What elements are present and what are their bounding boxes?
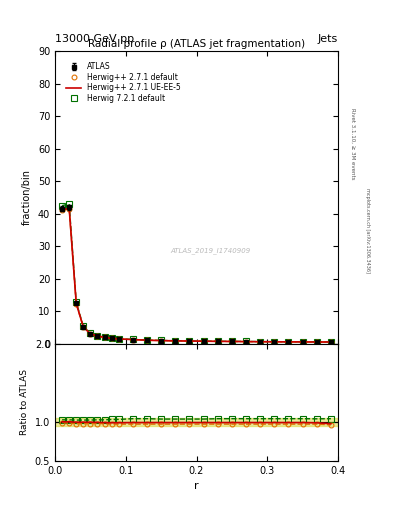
Herwig++ 2.7.1 UE-EE-5 (230, 338, 234, 345)
Herwig++ 2.7.1 default (109, 335, 114, 342)
Herwig++ 2.7.1 UE-EE-5 (145, 337, 149, 344)
Herwig++ 2.7.1 UE-EE-5 (215, 338, 220, 345)
Line: Herwig++ 2.7.1 UE-EE-5: Herwig++ 2.7.1 UE-EE-5 (62, 208, 331, 342)
Herwig 7.2.1 default (88, 330, 93, 336)
Herwig++ 2.7.1 default (74, 301, 79, 307)
Herwig++ 2.7.1 UE-EE-5 (116, 336, 121, 342)
Herwig++ 2.7.1 default (300, 339, 305, 345)
Herwig++ 2.7.1 default (88, 331, 93, 337)
Herwig++ 2.7.1 UE-EE-5 (314, 339, 319, 345)
Herwig++ 2.7.1 default (286, 339, 291, 345)
Herwig 7.2.1 default (314, 339, 319, 345)
Title: Radial profile ρ (ATLAS jet fragmentation): Radial profile ρ (ATLAS jet fragmentatio… (88, 39, 305, 49)
Herwig++ 2.7.1 UE-EE-5 (286, 339, 291, 345)
Herwig++ 2.7.1 default (102, 334, 107, 340)
Herwig++ 2.7.1 default (116, 336, 121, 342)
Herwig 7.2.1 default (95, 333, 100, 339)
Herwig++ 2.7.1 UE-EE-5 (88, 331, 93, 337)
Herwig++ 2.7.1 default (60, 207, 64, 214)
Text: Rivet 3.1.10, ≥ 3M events: Rivet 3.1.10, ≥ 3M events (350, 108, 355, 179)
Herwig++ 2.7.1 default (95, 333, 100, 339)
Herwig++ 2.7.1 default (201, 338, 206, 344)
Herwig 7.2.1 default (116, 336, 121, 342)
Herwig++ 2.7.1 default (130, 336, 135, 343)
Y-axis label: Ratio to ATLAS: Ratio to ATLAS (20, 369, 29, 435)
Herwig++ 2.7.1 UE-EE-5 (201, 338, 206, 344)
Herwig 7.2.1 default (81, 323, 86, 329)
Herwig++ 2.7.1 UE-EE-5 (130, 336, 135, 343)
Line: Herwig 7.2.1 default: Herwig 7.2.1 default (59, 201, 334, 345)
Herwig 7.2.1 default (60, 203, 64, 209)
Text: Jets: Jets (318, 33, 338, 44)
Herwig 7.2.1 default (187, 338, 192, 344)
Herwig++ 2.7.1 UE-EE-5 (102, 334, 107, 340)
Herwig++ 2.7.1 default (145, 337, 149, 344)
Herwig++ 2.7.1 default (67, 206, 72, 212)
Herwig++ 2.7.1 UE-EE-5 (272, 339, 277, 345)
Herwig++ 2.7.1 UE-EE-5 (95, 333, 100, 339)
Herwig 7.2.1 default (215, 338, 220, 344)
Text: mcplots.cern.ch [arXiv:1306.3436]: mcplots.cern.ch [arXiv:1306.3436] (365, 188, 371, 273)
Herwig++ 2.7.1 default (215, 338, 220, 345)
Herwig 7.2.1 default (300, 339, 305, 345)
Herwig++ 2.7.1 default (329, 339, 333, 345)
Herwig++ 2.7.1 UE-EE-5 (258, 338, 263, 345)
Herwig++ 2.7.1 UE-EE-5 (187, 338, 192, 344)
Herwig 7.2.1 default (230, 338, 234, 345)
Line: Herwig++ 2.7.1 default: Herwig++ 2.7.1 default (60, 206, 333, 345)
Herwig 7.2.1 default (145, 337, 149, 343)
Herwig++ 2.7.1 default (272, 339, 277, 345)
Herwig 7.2.1 default (244, 338, 248, 345)
Herwig++ 2.7.1 UE-EE-5 (159, 337, 163, 344)
Herwig++ 2.7.1 UE-EE-5 (67, 205, 72, 211)
Herwig++ 2.7.1 default (244, 338, 248, 345)
Herwig++ 2.7.1 UE-EE-5 (81, 324, 86, 330)
Herwig++ 2.7.1 UE-EE-5 (300, 339, 305, 345)
Text: ATLAS_2019_I1740909: ATLAS_2019_I1740909 (171, 247, 251, 253)
Herwig++ 2.7.1 default (258, 338, 263, 345)
Bar (55, 418, 338, 425)
Herwig 7.2.1 default (286, 338, 291, 345)
Herwig 7.2.1 default (102, 334, 107, 340)
Herwig 7.2.1 default (272, 338, 277, 345)
Herwig 7.2.1 default (74, 299, 79, 305)
Herwig++ 2.7.1 default (173, 338, 178, 344)
Herwig++ 2.7.1 default (230, 338, 234, 345)
Herwig 7.2.1 default (173, 338, 178, 344)
Herwig++ 2.7.1 UE-EE-5 (173, 338, 178, 344)
Herwig++ 2.7.1 UE-EE-5 (74, 301, 79, 307)
Text: 13000 GeV pp: 13000 GeV pp (55, 33, 134, 44)
Herwig 7.2.1 default (159, 337, 163, 344)
Herwig 7.2.1 default (201, 338, 206, 344)
Herwig++ 2.7.1 default (81, 324, 86, 330)
X-axis label: r: r (194, 481, 199, 491)
Herwig++ 2.7.1 UE-EE-5 (109, 335, 114, 342)
Herwig 7.2.1 default (67, 201, 72, 207)
Herwig++ 2.7.1 default (314, 339, 319, 345)
Herwig++ 2.7.1 UE-EE-5 (329, 339, 333, 345)
Herwig++ 2.7.1 default (187, 338, 192, 344)
Herwig 7.2.1 default (329, 339, 333, 345)
Herwig 7.2.1 default (109, 335, 114, 341)
Y-axis label: fraction/bin: fraction/bin (22, 169, 32, 225)
Herwig 7.2.1 default (258, 338, 263, 345)
Herwig++ 2.7.1 UE-EE-5 (60, 207, 64, 213)
Herwig 7.2.1 default (130, 336, 135, 343)
Herwig++ 2.7.1 UE-EE-5 (244, 338, 248, 345)
Legend: ATLAS, Herwig++ 2.7.1 default, Herwig++ 2.7.1 UE-EE-5, Herwig 7.2.1 default: ATLAS, Herwig++ 2.7.1 default, Herwig++ … (64, 61, 183, 104)
Herwig++ 2.7.1 default (159, 337, 163, 344)
